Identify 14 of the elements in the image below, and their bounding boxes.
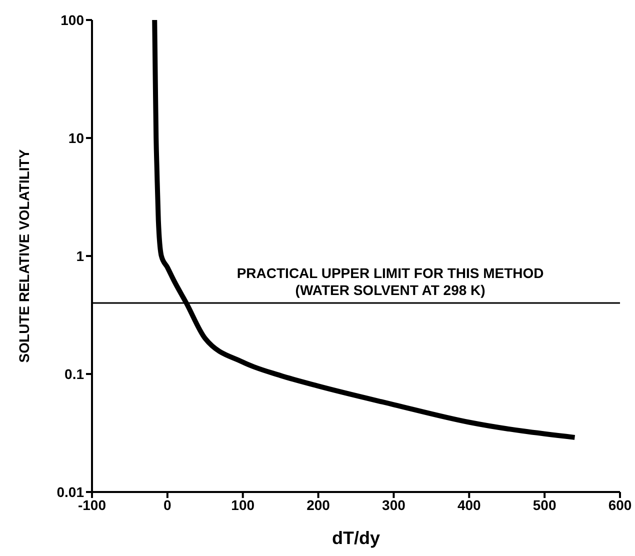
x-tick-label: 100 [231,496,255,513]
x-tick-label: 200 [306,496,330,513]
y-tick-label: 100 [60,12,84,28]
ref-line-label: PRACTICAL UPPER LIMIT FOR THIS METHOD (WATER SOLVENT AT 298 K) [236,264,544,298]
y-tick-label: 10 [68,130,84,146]
y-axis-title: SOLUTE RELATIVE VOLATILITY [16,148,32,363]
x-axis-title: dT/dy [332,528,380,548]
y-tick-label: 0.1 [64,366,84,382]
x-tick-label: 400 [457,496,482,513]
y-tick-label: 1 [76,248,84,264]
x-tick-label: 500 [532,496,556,513]
x-tick-label: 0 [164,496,172,513]
x-tick-label: 600 [608,496,632,513]
x-tick-label: 300 [382,496,406,513]
